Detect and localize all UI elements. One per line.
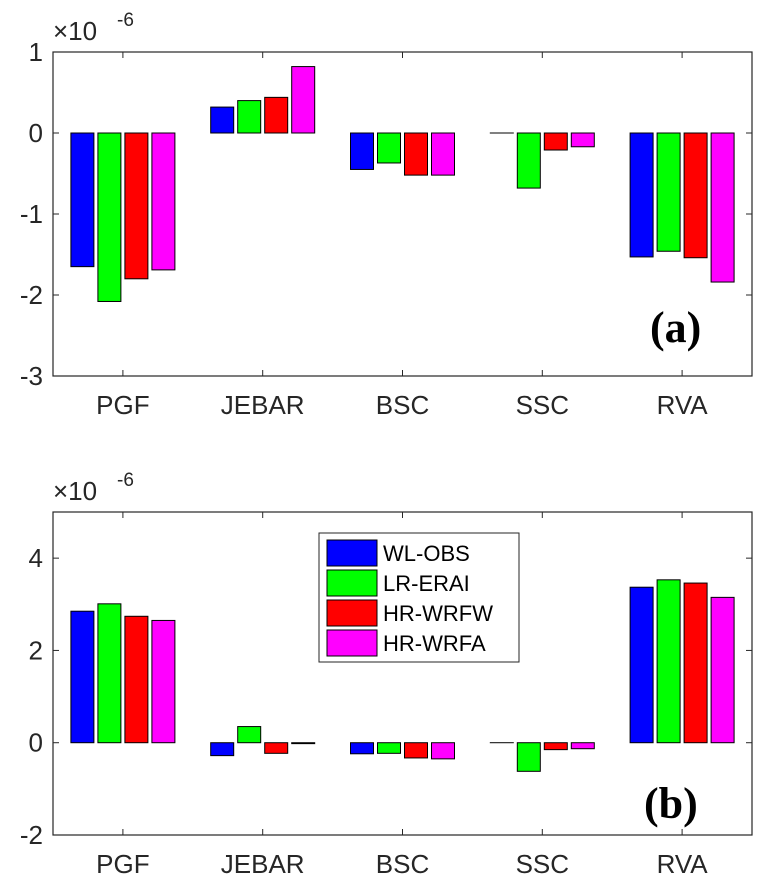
y-tick-label: -2 [20,820,43,850]
legend-swatch-hr-wrfa [326,629,378,657]
panel-b-chart: -2 0 2 4 PGF JEBAR BSC SSC RVA ×10 -6 (b) WL-OBS LR-E… [20,470,753,879]
bars [70,66,735,302]
exponent-label: ×10 [53,476,97,506]
x-tick-label: JEBAR [221,849,305,879]
legend-swatch-wl-obs [326,539,378,567]
panel-a-chart: -3 -2 -1 0 1 PGF JEBAR BSC SSC RVA ×10 -6 (a) [20,10,753,420]
bar-hr-wrfa-rva [710,596,735,744]
legend-label-hr-wrfa: HR-WRFA [383,631,486,656]
exponent-label: ×10 [53,16,97,46]
bar-hr-wrfw-bsc [404,742,428,759]
legend-swatch-lr-erai [326,569,378,597]
bar-hr-wrfa-bsc [431,742,455,760]
x-tick-label: RVA [657,849,709,879]
x-tick-label: BSC [376,390,429,420]
panel-label: (b) [644,779,698,828]
legend-label-lr-erai: LR-ERAI [383,571,470,596]
x-tick-label: SSC [516,849,569,879]
bar-hr-wrfw-ssc [543,742,568,751]
bar-lr-erai-jebar [237,726,262,744]
bar-hr-wrfw-rva [683,132,708,259]
bar-hr-wrfw-jebar [264,96,289,134]
bar-wl-obs-bsc [350,742,374,755]
bar-hr-wrfw-bsc [404,132,428,176]
x-tick-label: RVA [657,390,709,420]
bar-lr-erai-ssc [516,742,541,772]
y-tick-label: -3 [20,361,43,391]
y-axis: -2 0 2 4 [20,543,752,850]
bar-hr-wrfw-ssc [543,132,568,151]
bar-wl-obs-rva [629,586,654,744]
bar-hr-wrfa-jebar [291,742,316,745]
panel-label: (a) [650,303,701,352]
bar-wl-obs-rva [629,132,654,258]
bar-hr-wrfa-jebar [291,66,316,134]
bar-wl-obs-jebar [210,106,235,134]
x-axis: PGF JEBAR BSC SSC RVA [96,52,708,420]
bar-lr-erai-rva [656,132,681,252]
bar-lr-erai-pgf [97,603,122,744]
exponent-power: -6 [117,470,134,491]
bar-wl-obs-pgf [70,132,95,268]
y-axis: -3 -2 -1 0 1 [20,37,752,391]
x-tick-label: SSC [516,390,569,420]
x-tick-label: JEBAR [221,390,305,420]
y-tick-label: -1 [20,199,43,229]
bar-lr-erai-pgf [97,132,122,302]
legend: WL-OBS LR-ERAI HR-WRFW HR-WRFA [318,532,520,663]
legend-label-wl-obs: WL-OBS [383,541,470,566]
exponent-power: -6 [117,10,134,31]
bar-hr-wrfa-ssc [570,132,595,148]
bar-hr-wrfa-bsc [431,132,455,176]
bar-wl-obs-bsc [350,132,374,170]
bar-hr-wrfa-pgf [151,132,176,271]
legend-swatch-hr-wrfw [326,599,378,627]
x-tick-label: PGF [96,390,149,420]
bar-hr-wrfw-jebar [264,742,289,754]
bars [70,579,735,772]
bar-hr-wrfa-pgf [151,619,176,744]
y-tick-label: 0 [29,118,43,148]
x-tick-label: BSC [376,849,429,879]
bar-lr-erai-bsc [377,742,401,754]
y-tick-label: 1 [29,37,43,67]
x-tick-label: PGF [96,849,149,879]
bar-hr-wrfw-pgf [124,132,149,280]
bar-hr-wrfa-rva [710,132,735,283]
x-axis: PGF JEBAR BSC SSC RVA [96,512,708,879]
bar-wl-obs-pgf [70,610,95,744]
bar-hr-wrfa-ssc [570,742,595,750]
y-tick-label: 2 [29,635,43,665]
bar-lr-erai-ssc [516,132,541,189]
legend-label-hr-wrfw: HR-WRFW [383,601,493,626]
bar-lr-erai-jebar [237,100,262,134]
y-tick-label: -2 [20,280,43,310]
bar-hr-wrfw-rva [683,582,708,744]
y-tick-label: 4 [29,543,43,573]
bar-lr-erai-bsc [377,132,401,164]
bar-wl-obs-jebar [210,742,235,757]
bar-lr-erai-rva [656,579,681,744]
y-tick-label: 0 [29,728,43,758]
bar-hr-wrfw-pgf [124,615,149,744]
